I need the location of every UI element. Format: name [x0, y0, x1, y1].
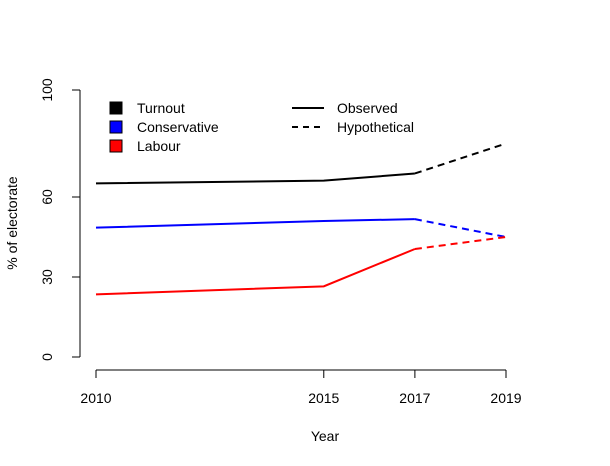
- y-tick-label-100: 100: [39, 78, 55, 102]
- legend-swatch-turnout: [109, 101, 123, 115]
- y-tick-label-30: 30: [39, 269, 55, 285]
- series-turnout-hypothetical: [414, 142, 507, 175]
- x-tick-label-2017: 2017: [399, 390, 430, 406]
- y-tick-label-60: 60: [39, 189, 55, 205]
- series-lines: [95, 142, 507, 296]
- y-axis-title: % of electorate: [4, 176, 20, 270]
- legend-swatch-labour: [109, 139, 123, 153]
- x-tick-label-2015: 2015: [308, 390, 339, 406]
- legend-label-turnout: Turnout: [137, 100, 185, 116]
- legend-swatch-conservative: [109, 120, 123, 134]
- y-tick-label-0: 0: [39, 353, 55, 361]
- x-tick-label-2010: 2010: [80, 390, 111, 406]
- axes: 0 30 60 100 2010 2015 2017 2019: [39, 78, 522, 406]
- legend: Turnout Conservative Labour Observed Hypothe…: [109, 100, 414, 154]
- legend-label-labour: Labour: [137, 138, 181, 154]
- legend-label-observed: Observed: [337, 100, 398, 116]
- x-axis-title: Year: [311, 428, 340, 444]
- legend-label-hypothetical: Hypothetical: [337, 119, 414, 135]
- x-tick-label-2019: 2019: [490, 390, 521, 406]
- series-conservative-observed: [95, 218, 415, 229]
- series-turnout-observed: [95, 172, 415, 185]
- series-conservative-hypothetical: [414, 218, 507, 238]
- series-labour-observed: [95, 248, 416, 296]
- series-labour-hypothetical: [414, 236, 507, 250]
- legend-label-conservative: Conservative: [137, 119, 219, 135]
